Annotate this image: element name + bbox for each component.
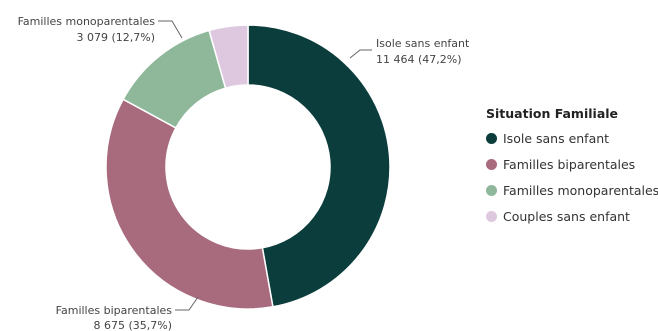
legend-item-biparentales[interactable]: Familles biparentales — [486, 156, 658, 173]
leader-line-biparentales — [175, 296, 199, 311]
leader-line-monoparentales — [158, 20, 183, 39]
legend-title: Situation Familiale — [486, 106, 619, 121]
data-label-biparentales-name: Familles biparentales — [56, 304, 173, 317]
data-label-isole: Isole sans enfant 11 464 (47,2%) — [349, 37, 470, 66]
slice-isole[interactable] — [247, 24, 391, 308]
data-label-biparentales: Familles biparentales 8 675 (35,7%) — [56, 296, 199, 331]
legend-item-monoparentales[interactable]: Familles monoparentales — [486, 182, 658, 199]
legend-marker-biparentales — [486, 159, 497, 170]
legend-item-couples[interactable]: Couples sans enfant — [486, 208, 658, 225]
legend-marker-isole — [486, 133, 497, 144]
legend-label-monoparentales: Familles monoparentales — [503, 183, 658, 198]
data-label-biparentales-value: 8 675 (35,7%) — [93, 319, 172, 331]
legend-marker-couples — [486, 211, 497, 222]
legend-label-biparentales: Familles biparentales — [503, 157, 636, 172]
slice-biparentales[interactable] — [105, 98, 274, 310]
data-label-isole-value: 11 464 (47,2%) — [376, 53, 462, 66]
legend-label-couples: Couples sans enfant — [503, 209, 630, 224]
legend-item-isole[interactable]: Isole sans enfant — [486, 130, 658, 147]
slice-couples[interactable] — [208, 24, 249, 90]
donut-slices — [105, 24, 391, 310]
data-label-monoparentales-name: Familles monoparentales — [18, 15, 156, 28]
chart-legend: Situation Familiale Isole sans enfant Fa… — [486, 106, 658, 234]
leader-line-isole — [349, 49, 372, 59]
data-label-isole-name: Isole sans enfant — [376, 37, 470, 50]
legend-label-isole: Isole sans enfant — [503, 131, 610, 146]
data-label-monoparentales: Familles monoparentales 3 079 (12,7%) — [18, 15, 183, 44]
legend-marker-monoparentales — [486, 185, 497, 196]
data-label-monoparentales-value: 3 079 (12,7%) — [76, 31, 155, 44]
